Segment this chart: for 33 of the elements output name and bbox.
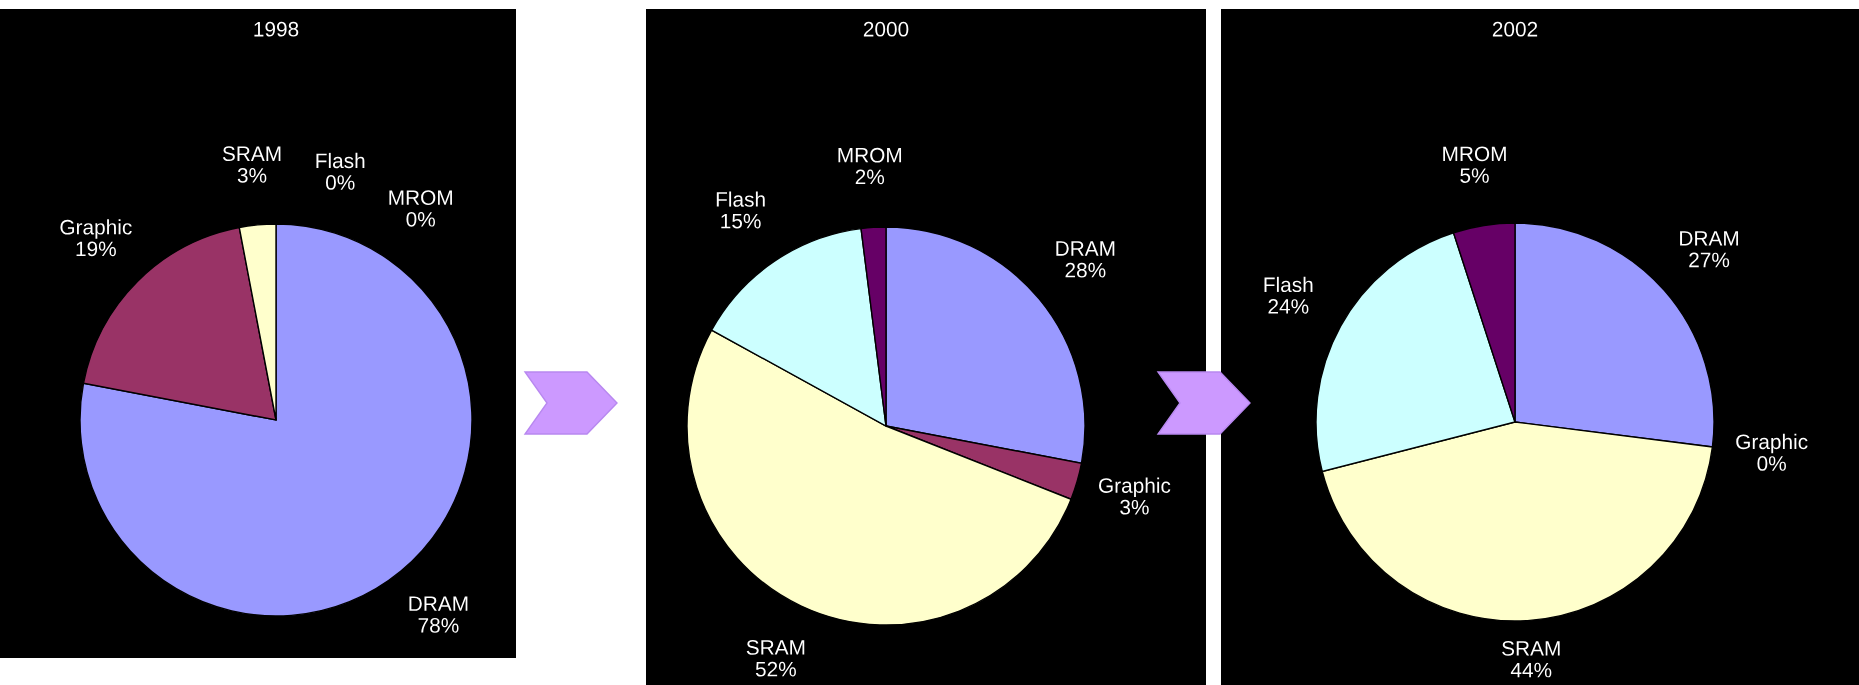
- data-label: 28%: [1065, 262, 1106, 278]
- category-label: MROM: [389, 190, 452, 206]
- slice-label: SRAM: [1502, 641, 1560, 656]
- data-label: 2%: [855, 169, 885, 185]
- data-label: 78%: [418, 618, 459, 633]
- data-label: 15%: [721, 213, 761, 229]
- data-label: 27%: [1689, 252, 1730, 268]
- slice-label: DRAM: [409, 596, 468, 611]
- data-label: 5%: [1460, 168, 1489, 183]
- slice-label: SRAM: [222, 146, 281, 162]
- text: 0%: [325, 175, 355, 190]
- slice-label: MROM: [1443, 146, 1506, 162]
- slice-label: Flash: [716, 191, 765, 207]
- text: 0%: [1757, 456, 1786, 471]
- text: 0%: [406, 211, 435, 227]
- slice-label: DRAM: [1056, 241, 1115, 256]
- slice-label: MROM: [838, 147, 902, 163]
- category-label: Graphic: [1736, 433, 1808, 454]
- chart-title: 1998: [254, 21, 299, 37]
- category-label: Flash: [316, 152, 365, 169]
- chart-title: 2002: [1492, 21, 1538, 37]
- data-label: 44%: [1510, 662, 1552, 678]
- chart-title: 2000: [863, 21, 909, 37]
- slice-label: Flash: [1264, 276, 1313, 293]
- data-label: 3%: [1120, 499, 1149, 515]
- slice-label: SRAM: [746, 640, 805, 655]
- data-label: 24%: [1268, 299, 1309, 314]
- slice-label: Graphic: [60, 219, 132, 239]
- slice-label: DRAM: [1680, 231, 1739, 246]
- data-label: 52%: [755, 661, 796, 677]
- data-label: 19%: [76, 241, 116, 257]
- slice-label: Graphic: [1099, 477, 1171, 498]
- data-label: 3%: [237, 168, 267, 183]
